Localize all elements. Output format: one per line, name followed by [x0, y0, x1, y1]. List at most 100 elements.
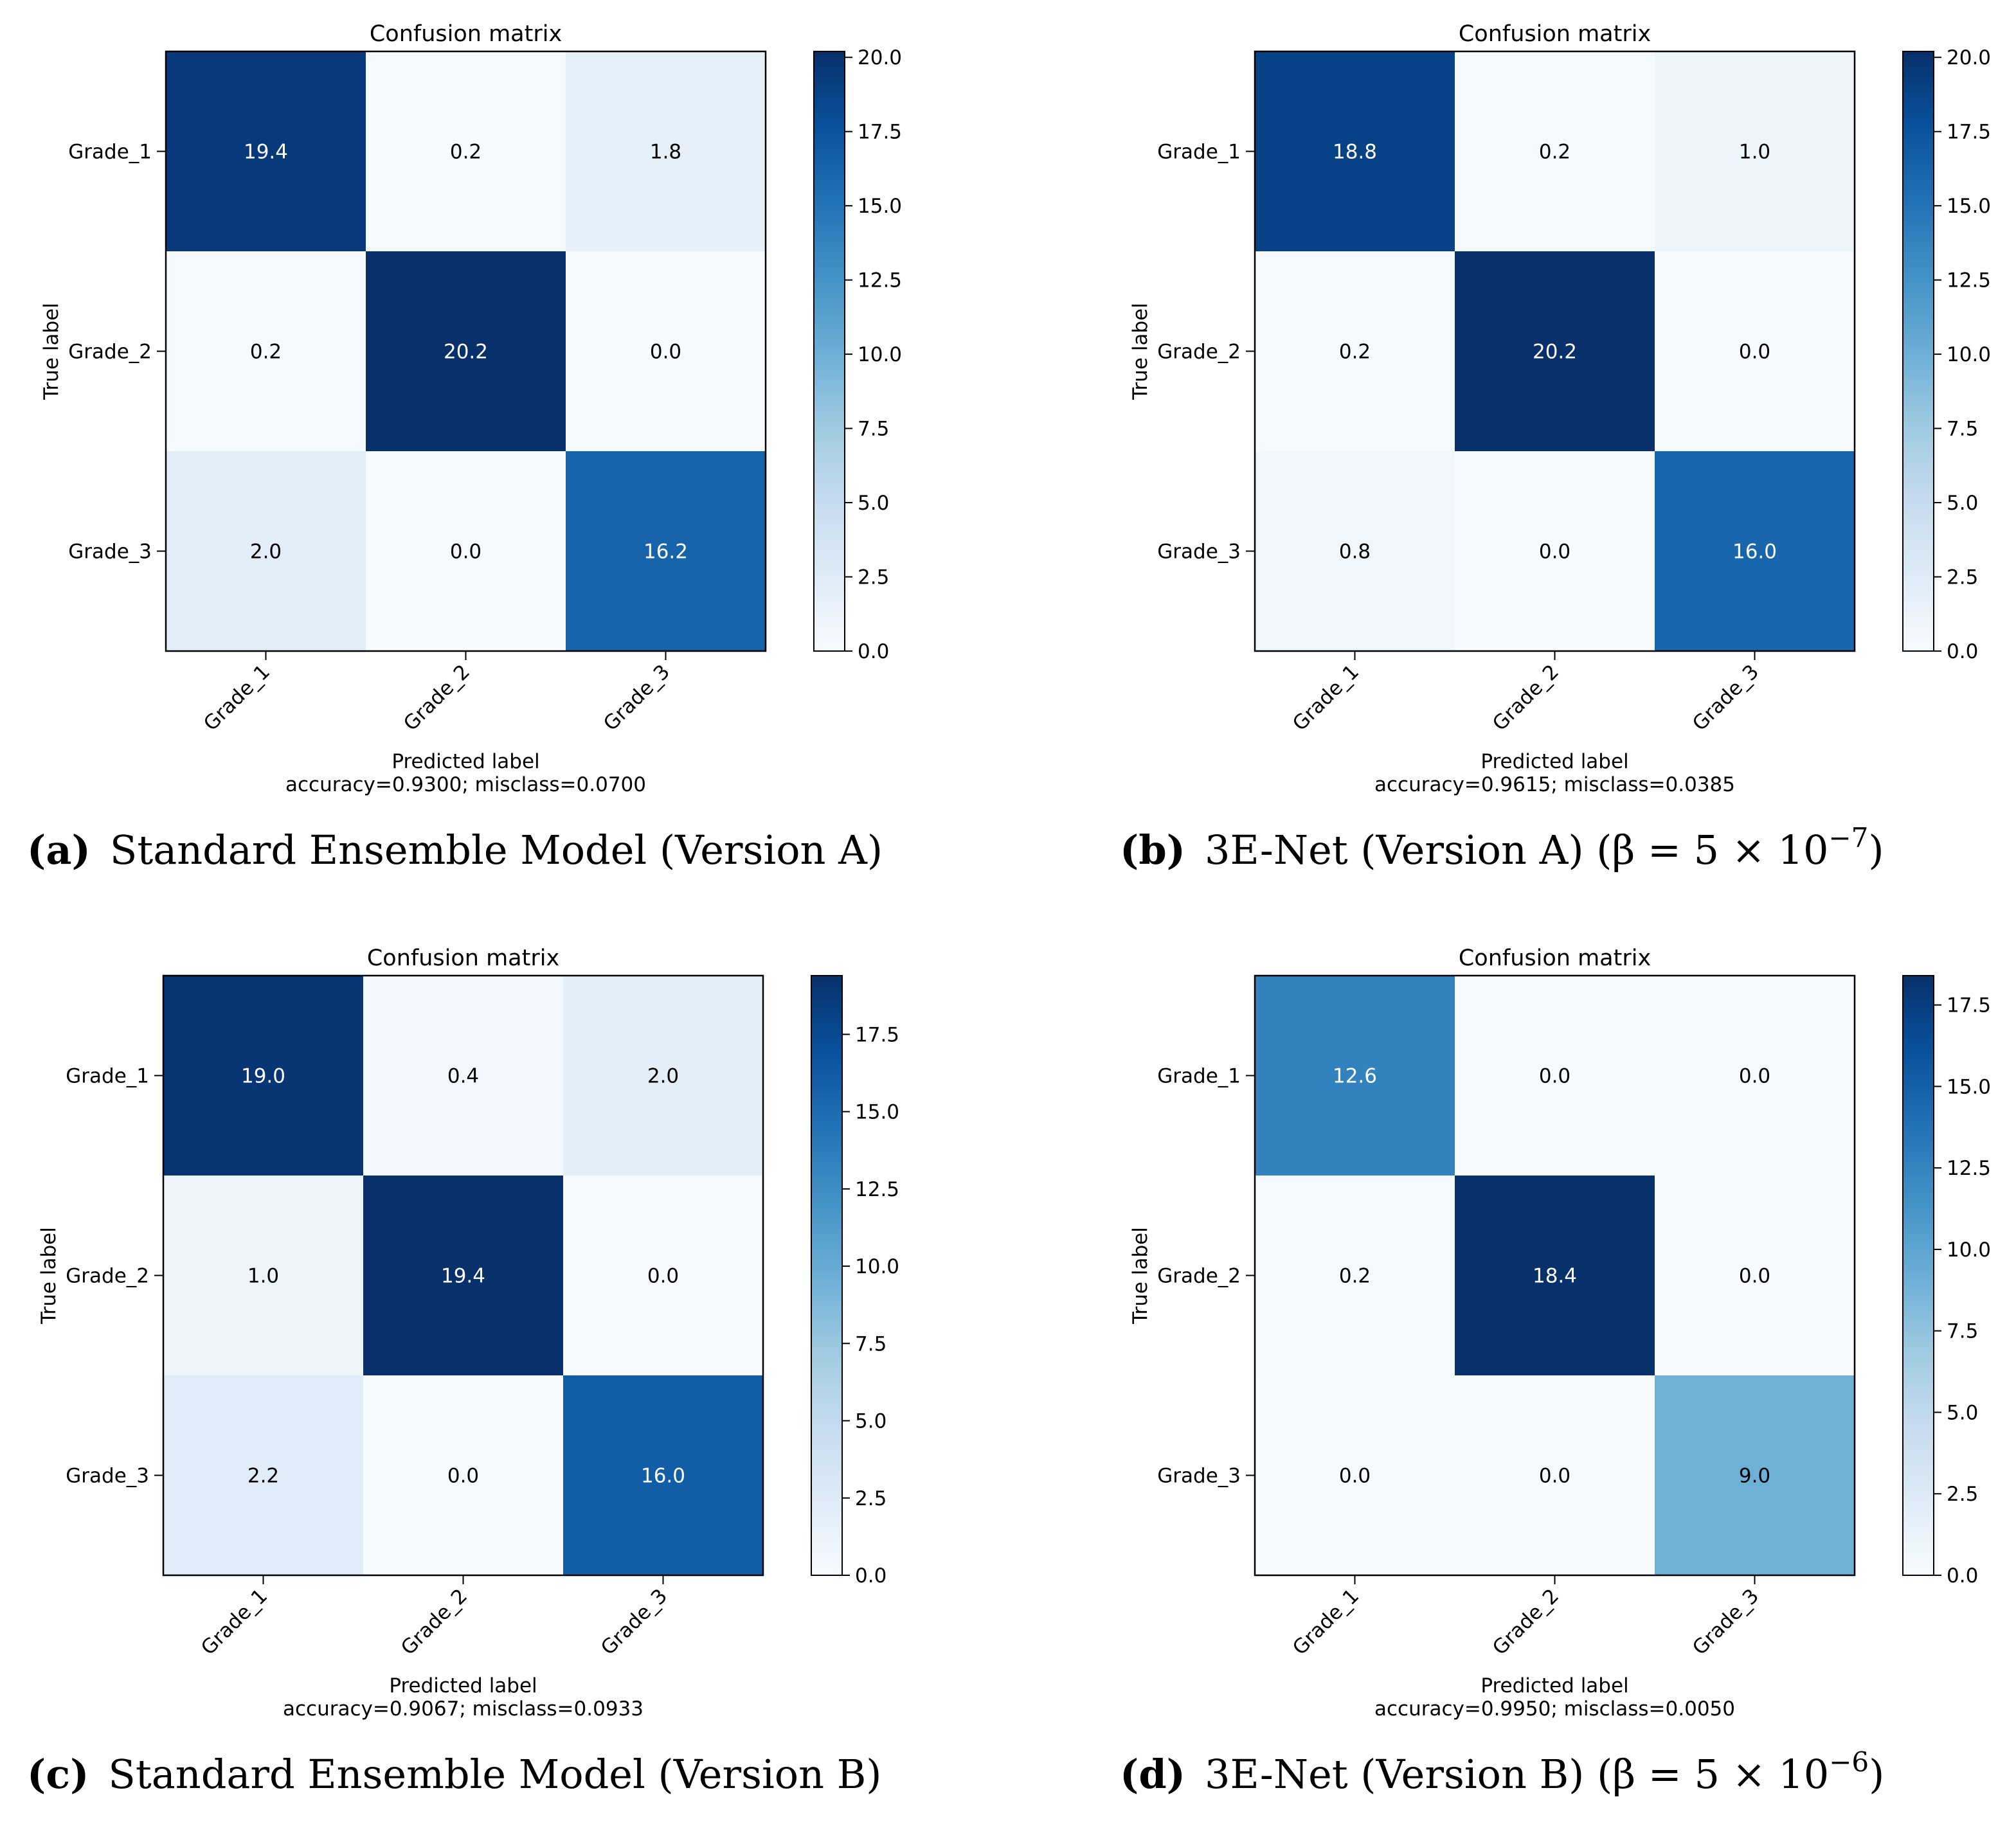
- y-tick-label: Grade_2: [1157, 341, 1241, 364]
- cell-value-label: 0.0: [450, 541, 482, 564]
- matrix-cell: [1455, 1176, 1655, 1376]
- accuracy-stats: accuracy=0.9615; misclass=0.0385: [1374, 773, 1735, 796]
- colorbar-tick-label: 17.5: [1947, 994, 1991, 1017]
- cell-value-label: 2.0: [250, 541, 282, 564]
- cell-value-label: 0.0: [1739, 1065, 1770, 1088]
- colorbar-tick-label: 2.5: [1947, 1483, 1978, 1506]
- colorbar-tick-label: 5.0: [1947, 492, 1978, 515]
- cell-value-label: 0.8: [1339, 541, 1371, 564]
- chart-title: Confusion matrix: [1459, 21, 1651, 47]
- matrix-cell: [566, 451, 766, 652]
- cell-value-label: 20.2: [1533, 341, 1577, 364]
- caption-exponent: −6: [1829, 1746, 1869, 1778]
- matrix-cell: [366, 251, 566, 452]
- matrix-cell: [566, 251, 766, 452]
- matrix-cell: [563, 1176, 764, 1376]
- accuracy-stats: accuracy=0.9300; misclass=0.0700: [285, 773, 646, 796]
- cell-value-label: 19.4: [244, 141, 288, 164]
- caption-text: Standard Ensemble Model (Version A): [110, 827, 883, 873]
- matrix-cell: [1255, 1375, 1455, 1576]
- colorbar-tick-label: 17.5: [1947, 121, 1991, 144]
- cell-value-label: 12.6: [1333, 1065, 1377, 1088]
- cell-value-label: 0.2: [250, 341, 282, 364]
- matrix-cell: [563, 1375, 764, 1576]
- x-tick-label: Grade_3: [1688, 660, 1763, 735]
- x-tick-label: Grade_2: [1488, 660, 1563, 735]
- colorbar-frame: [1902, 51, 1934, 652]
- y-tick-label: Grade_2: [1157, 1265, 1241, 1288]
- cell-value-label: 0.2: [1339, 341, 1371, 364]
- colorbar-tick-label: 15.0: [858, 195, 902, 218]
- colorbar-tick-label: 5.0: [858, 492, 889, 515]
- colorbar-tick-label: 17.5: [858, 121, 902, 144]
- matrix-cell: [1455, 251, 1655, 452]
- cell-value-label: 18.4: [1533, 1265, 1577, 1288]
- panel-caption: (a) Standard Ensemble Model (Version A): [27, 827, 883, 873]
- matrix-cell: [563, 976, 764, 1176]
- cell-value-label: 0.0: [1539, 1065, 1571, 1088]
- matrix-cell: [1655, 51, 1855, 252]
- cell-value-label: 19.4: [441, 1265, 485, 1288]
- cell-value-label: 0.0: [1539, 541, 1571, 564]
- colorbar-tick-label: 17.5: [855, 1023, 899, 1046]
- confusion-matrix-panel-4: Confusion matrix 12.6 0.0 0.0 0.2 18.4 0.0 0.0 0…: [1129, 945, 1991, 1721]
- chart-title: Confusion matrix: [370, 21, 562, 47]
- matrix-cell: [1455, 976, 1655, 1176]
- cell-value-label: 16.2: [644, 541, 688, 564]
- caption-exponent: −7: [1828, 822, 1868, 854]
- cell-value-label: 9.0: [1739, 1465, 1770, 1488]
- caption-letter: (b): [1120, 827, 1185, 873]
- cell-value-label: 16.0: [641, 1465, 685, 1488]
- colorbar-tick-label: 0.0: [855, 1564, 887, 1587]
- cell-value-label: 0.0: [1339, 1465, 1371, 1488]
- colorbar-tick-label: 10.0: [855, 1255, 899, 1278]
- colorbar-tick-label: 10.0: [1947, 343, 1991, 366]
- cell-value-label: 0.2: [1539, 141, 1571, 164]
- cell-value-label: 20.2: [444, 341, 488, 364]
- cell-value-label: 0.0: [647, 1265, 679, 1288]
- matrix-cell: [166, 51, 366, 252]
- colorbar-tick-label: 15.0: [1947, 195, 1991, 218]
- accuracy-stats: accuracy=0.9067; misclass=0.0933: [283, 1697, 644, 1721]
- matrix-cell: [1455, 1375, 1655, 1576]
- y-axis-label: True label: [40, 303, 63, 400]
- x-tick-label: Grade_3: [597, 1584, 672, 1659]
- colorbar-tick-label: 20.0: [1947, 46, 1991, 69]
- colorbar-frame: [1902, 975, 1934, 1576]
- colorbar-tick-label: 7.5: [858, 418, 889, 441]
- cell-value-label: 1.0: [248, 1265, 279, 1288]
- y-tick-label: Grade_2: [66, 1265, 149, 1288]
- cell-value-label: 0.4: [447, 1065, 479, 1088]
- cell-value-label: 19.0: [241, 1065, 285, 1088]
- x-tick-label: Grade_3: [1688, 1584, 1763, 1659]
- colorbar-tick-label: 7.5: [1947, 418, 1978, 441]
- matrix-cell: [163, 1375, 364, 1576]
- matrix-cell: [163, 976, 364, 1176]
- x-tick-label: Grade_2: [1488, 1584, 1563, 1659]
- colorbar-tick-label: 2.5: [1947, 566, 1978, 589]
- colorbar-tick-label: 12.5: [1947, 1157, 1991, 1180]
- cell-value-label: 2.2: [248, 1465, 279, 1488]
- matrix-cell: [163, 1176, 364, 1376]
- panel-caption: (c) Standard Ensemble Model (Version B): [27, 1751, 882, 1798]
- matrix-cell: [1455, 451, 1655, 652]
- confusion-matrix-panel-1: Confusion matrix 19.4 0.2 1.8 0.2 20.2 0.0 2.0 0…: [40, 21, 902, 796]
- x-tick-label: Grade_3: [599, 660, 674, 735]
- cell-value-label: 0.2: [1339, 1265, 1371, 1288]
- matrix-cell: [366, 51, 566, 252]
- colorbar-tick-label: 10.0: [1947, 1238, 1991, 1262]
- matrix-cell: [1455, 51, 1655, 252]
- cell-value-label: 0.0: [1739, 1265, 1770, 1288]
- x-axis-label: Predicted label: [1480, 1674, 1628, 1697]
- matrix-cell: [566, 51, 766, 252]
- matrix-cell: [366, 451, 566, 652]
- cell-value-label: 2.0: [647, 1065, 679, 1088]
- y-tick-label: Grade_3: [66, 1465, 149, 1488]
- colorbar-tick-label: 5.0: [855, 1410, 887, 1433]
- cell-value-label: 0.0: [650, 341, 681, 364]
- y-axis-label: True label: [37, 1227, 60, 1325]
- colorbar-tick-label: 7.5: [1947, 1320, 1978, 1343]
- colorbar-tick-label: 12.5: [858, 269, 902, 292]
- y-tick-label: Grade_1: [68, 141, 152, 164]
